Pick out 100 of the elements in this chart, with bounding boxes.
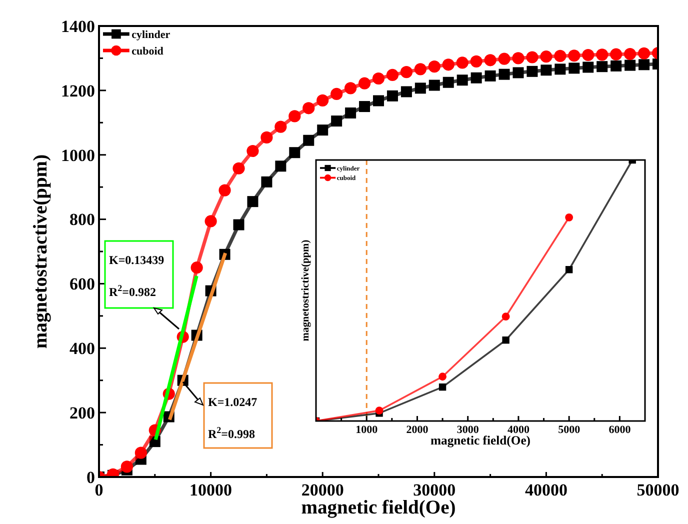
x-tick-label: 1000 <box>356 424 378 436</box>
point <box>373 95 384 106</box>
y-axis-title: magnetostrictive(ppm) <box>300 239 312 342</box>
point <box>502 312 510 321</box>
x-tick-label: 20000 <box>301 480 344 500</box>
point <box>204 215 217 228</box>
point <box>568 62 580 74</box>
point <box>275 160 286 172</box>
point <box>470 55 482 68</box>
point <box>428 60 440 73</box>
point <box>344 82 357 94</box>
point <box>565 266 573 274</box>
point <box>316 94 329 106</box>
point <box>596 61 608 72</box>
y-tick-label: 1000 <box>61 146 95 165</box>
point <box>484 70 496 82</box>
point <box>456 74 468 86</box>
point <box>596 48 608 61</box>
x-tick-label: 5000 <box>558 424 581 436</box>
point <box>638 59 650 70</box>
annotation: K=1.0247 <box>208 395 258 409</box>
x-tick-label: 30000 <box>413 480 456 500</box>
y-tick-label: 0 <box>86 468 95 487</box>
y-tick-label: 1200 <box>61 81 95 100</box>
point <box>442 58 454 71</box>
point <box>610 60 622 72</box>
point <box>512 67 524 78</box>
point <box>540 64 552 76</box>
point <box>330 88 343 100</box>
point <box>303 134 314 146</box>
point <box>414 82 426 94</box>
point <box>134 446 147 459</box>
point <box>218 184 231 196</box>
point <box>624 60 636 71</box>
point <box>289 147 300 158</box>
point <box>246 144 259 158</box>
point <box>261 176 272 188</box>
x-axis-title: magnetic field(Oe) <box>430 434 531 448</box>
x-tick-label: 3000 <box>456 424 480 436</box>
point <box>526 51 538 64</box>
point <box>554 50 566 62</box>
point <box>302 102 315 114</box>
point <box>638 47 650 60</box>
point <box>484 54 496 66</box>
y-tick-label: 800 <box>70 210 95 230</box>
y-axis-title: magnetostractive(ppm) <box>30 154 52 349</box>
annotation: R$^{2}$=0.982 <box>109 283 156 299</box>
x-axis-title: magnetic field(Oe) <box>301 498 456 519</box>
point <box>526 66 538 77</box>
point <box>470 72 482 84</box>
annotation: K=0.13439 <box>109 253 164 267</box>
legend-label: cylinder <box>132 28 170 41</box>
point <box>624 48 636 60</box>
point <box>345 107 356 118</box>
point <box>274 120 287 133</box>
point <box>498 52 510 65</box>
y-tick-label: 1400 <box>61 16 95 36</box>
point <box>386 68 399 82</box>
point <box>372 72 385 85</box>
point <box>568 50 580 62</box>
point <box>582 48 594 62</box>
point <box>610 48 622 60</box>
point <box>414 63 426 76</box>
point <box>120 460 133 473</box>
point <box>540 50 552 63</box>
point <box>456 56 468 69</box>
point <box>438 383 446 391</box>
point <box>565 213 574 222</box>
y-tick-label: 600 <box>70 274 95 294</box>
legend-label: cuboid <box>132 45 164 58</box>
point <box>317 124 328 136</box>
y-tick-label: 400 <box>70 339 95 358</box>
point <box>498 68 510 80</box>
point <box>428 80 440 91</box>
point <box>582 62 594 73</box>
y-tick-label: 200 <box>70 404 95 423</box>
x-tick-label: 40000 <box>524 480 568 500</box>
x-tick-label: 2000 <box>406 424 429 436</box>
point <box>400 66 412 78</box>
x-tick-label: 50000 <box>636 480 680 500</box>
point <box>554 64 566 75</box>
point <box>400 86 412 98</box>
point <box>375 406 384 415</box>
point <box>247 196 258 208</box>
point <box>359 101 370 112</box>
point <box>502 336 510 344</box>
point <box>358 77 371 90</box>
x-tick-label: 10000 <box>190 480 232 500</box>
point <box>438 372 446 381</box>
point <box>331 116 342 127</box>
point <box>288 110 301 122</box>
point <box>232 162 245 174</box>
annotation: R$^{2}$=0.998 <box>208 425 256 441</box>
point <box>190 262 203 274</box>
point <box>260 131 273 144</box>
point <box>512 52 524 64</box>
x-tick-label: 6000 <box>608 424 632 436</box>
x-tick-label: 4000 <box>507 424 530 436</box>
point <box>386 90 398 102</box>
point <box>442 76 454 88</box>
